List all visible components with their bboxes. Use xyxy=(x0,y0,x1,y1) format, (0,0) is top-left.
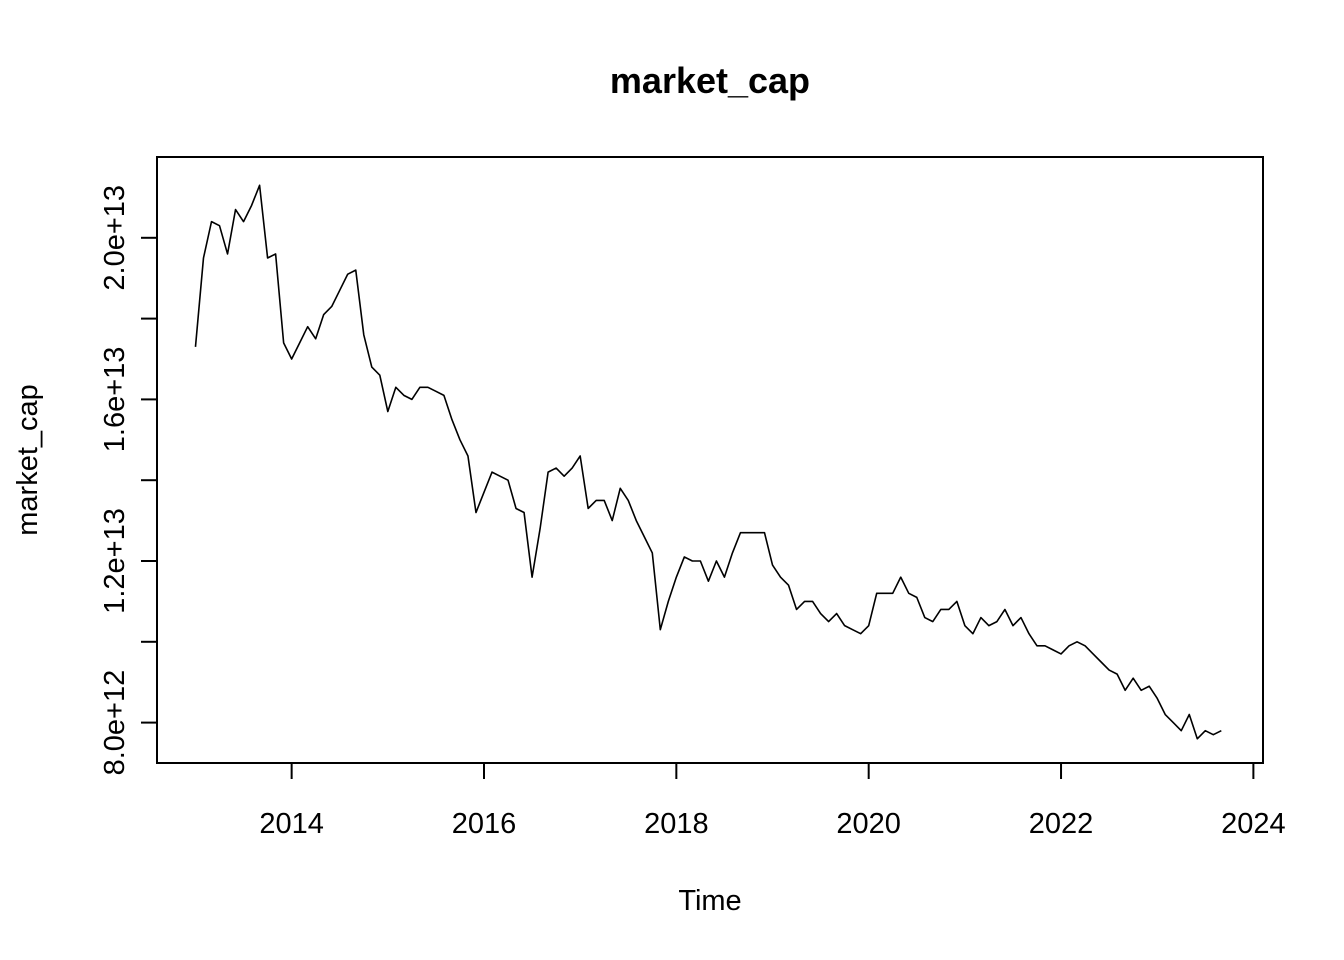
x-axis: 2014 2016 2018 2020 2022 2024 xyxy=(259,762,1286,840)
chart-title: market_cap xyxy=(610,60,810,101)
y-tick-label: 2.0e+13 xyxy=(99,185,131,291)
x-axis-label: Time xyxy=(678,885,741,917)
x-tick-label: 2024 xyxy=(1221,808,1286,840)
x-tick-label: 2022 xyxy=(1029,808,1094,840)
y-axis: 8.0e+12 1.2e+13 1.6e+13 2.0e+13 xyxy=(99,185,158,776)
y-axis-label: market_cap xyxy=(12,384,44,536)
y-tick-label: 1.6e+13 xyxy=(99,347,131,453)
x-tick-label: 2018 xyxy=(644,808,709,840)
plot-frame xyxy=(156,156,1264,764)
series-group xyxy=(194,184,1222,740)
y-tick-label: 8.0e+12 xyxy=(99,670,131,776)
y-tick-label: 1.2e+13 xyxy=(99,508,131,614)
x-tick-label: 2020 xyxy=(836,808,901,840)
x-tick-label: 2016 xyxy=(452,808,517,840)
x-tick-label: 2014 xyxy=(259,808,324,840)
series-line-0 xyxy=(194,184,1222,740)
